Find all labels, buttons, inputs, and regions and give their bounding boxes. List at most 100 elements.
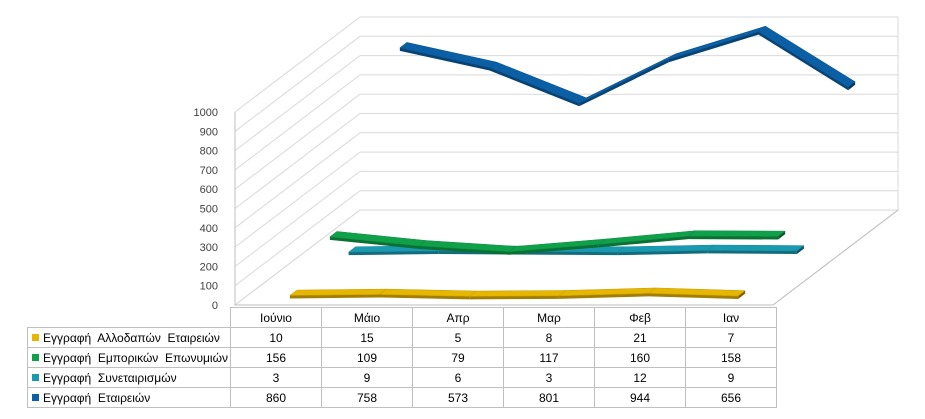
data-value-cell: 10 bbox=[230, 327, 322, 348]
grid-line-side bbox=[234, 132, 361, 229]
data-value-cell: 6 bbox=[412, 367, 504, 388]
ribbon-segment bbox=[488, 61, 587, 104]
ribbon-segment-side bbox=[688, 236, 779, 240]
table-header-row: Ιούνιο Μάιο Απρ Μαρ Φεβ Ιαν bbox=[27, 307, 777, 328]
legend-entry: Εγγραφή Αλλοδαπών Εταιρειών bbox=[27, 327, 231, 348]
ribbon-segment-side bbox=[598, 236, 689, 248]
ribbon-segment-side bbox=[419, 245, 510, 255]
series-ribbon bbox=[399, 25, 856, 107]
data-value-cell: 156 bbox=[230, 347, 322, 368]
y-tick-label: 0 bbox=[212, 300, 218, 312]
ribbon-segment-side bbox=[469, 295, 559, 300]
grid-line-side bbox=[234, 93, 361, 190]
data-value-cell: 860 bbox=[230, 387, 322, 408]
data-value-cell: 801 bbox=[503, 387, 595, 408]
y-tick-label: 900 bbox=[200, 126, 218, 138]
data-value-cell: 3 bbox=[503, 367, 595, 388]
data-value-cell: 12 bbox=[594, 367, 686, 388]
data-value-cell: 160 bbox=[594, 347, 686, 368]
ribbon-segment-side bbox=[489, 67, 580, 107]
grid-line-side bbox=[234, 190, 361, 287]
legend-swatch bbox=[32, 393, 39, 401]
grid-line-side bbox=[234, 55, 361, 151]
data-value-cell: 656 bbox=[685, 387, 777, 408]
data-value-cell: 117 bbox=[503, 347, 595, 368]
table-row: Εγγραφή Εταιρειών 860 758 573 801 944 656 bbox=[27, 387, 777, 408]
y-tick-label: 100 bbox=[200, 281, 218, 293]
legend-entry: Εγγραφή Εταιρειών bbox=[27, 387, 231, 408]
y-tick-label: 700 bbox=[200, 165, 218, 177]
ribbon-segment bbox=[579, 53, 676, 104]
ribbon-segment bbox=[706, 244, 805, 252]
x-category-label: Απρ bbox=[412, 307, 504, 328]
x-category-label: Ιαν bbox=[685, 307, 777, 328]
ribbon-segment-side bbox=[329, 236, 420, 249]
table-row: Εγγραφή Συνεταιρισμών 3 9 6 3 12 9 bbox=[27, 367, 777, 388]
data-value-cell: 15 bbox=[321, 327, 413, 348]
ribbon-segment-side bbox=[668, 31, 759, 63]
data-value-cell: 158 bbox=[685, 347, 777, 368]
ribbon-segment bbox=[668, 25, 766, 60]
legend-swatch bbox=[32, 353, 39, 361]
x-category-label: Μαρ bbox=[503, 307, 595, 328]
series-ribbon bbox=[289, 287, 746, 300]
data-value-cell: 7 bbox=[685, 327, 777, 348]
ribbon-end-cap bbox=[778, 231, 786, 240]
data-value-cell: 21 bbox=[594, 327, 686, 348]
y-tick-label: 600 bbox=[200, 184, 218, 196]
legend-swatch bbox=[32, 373, 39, 381]
grid-line-side bbox=[234, 35, 361, 132]
legend-swatch bbox=[32, 333, 39, 341]
table-row: Εγγραφή Εμπορικών Επωνυμιών 156 109 79 117 16… bbox=[27, 347, 777, 368]
ribbon-segment-side bbox=[648, 293, 739, 300]
data-value-cell: 758 bbox=[321, 387, 413, 408]
legend-entry: Εγγραφή Συνεταιρισμών bbox=[27, 367, 231, 388]
ribbon-segment-side bbox=[707, 250, 797, 255]
ribbon-end-cap bbox=[796, 245, 804, 255]
y-tick-label: 1000 bbox=[194, 107, 218, 119]
series-name: Εγγραφή Αλλοδαπών Εταιρειών bbox=[43, 330, 220, 345]
ribbon-segment-side bbox=[289, 294, 380, 299]
data-value-cell: 3 bbox=[230, 367, 322, 388]
data-value-cell: 944 bbox=[594, 387, 686, 408]
ribbon-segment-side bbox=[579, 59, 669, 107]
ribbon-segment-side bbox=[399, 47, 490, 71]
ribbon-end-cap bbox=[738, 290, 746, 300]
y-tick-label: 400 bbox=[200, 223, 218, 235]
data-value-cell: 573 bbox=[412, 387, 504, 408]
ribbon-segment bbox=[468, 290, 567, 297]
y-tick-label: 300 bbox=[200, 242, 218, 254]
data-value-cell: 9 bbox=[321, 367, 413, 388]
data-table: Ιούνιο Μάιο Απρ Μαρ Φεβ Ιαν Εγγραφή Αλλοδαπών … bbox=[27, 307, 777, 408]
data-value-cell: 9 bbox=[685, 367, 777, 388]
ribbon-segment bbox=[399, 42, 498, 68]
ribbon-segment-side bbox=[617, 250, 708, 256]
x-category-label: Μάιο bbox=[321, 307, 413, 328]
data-value-cell: 79 bbox=[412, 347, 504, 368]
ribbon-segment-side bbox=[379, 294, 470, 300]
series-ribbons bbox=[289, 25, 856, 300]
table-row: Εγγραφή Αλλοδαπών Εταιρειών 10 15 5 8 21 7 bbox=[27, 327, 777, 348]
ribbon-segment bbox=[289, 288, 388, 296]
grid-line-side bbox=[234, 171, 361, 267]
data-value-cell: 8 bbox=[503, 327, 595, 348]
ribbon-segment-side bbox=[509, 244, 599, 255]
grid-line-side bbox=[234, 113, 361, 209]
x-category-label: Φεβ bbox=[594, 307, 686, 328]
grid-line-side bbox=[234, 151, 361, 248]
ribbon-segment-side bbox=[758, 31, 849, 91]
ribbon-segment bbox=[758, 25, 856, 88]
ribbon-end-cap bbox=[848, 81, 856, 91]
ribbon-segment-side bbox=[558, 293, 649, 299]
series-name: Εγγραφή Συνεταιρισμών bbox=[43, 370, 177, 385]
series-name: Εγγραφή Εταιρειών bbox=[43, 390, 151, 405]
y-axis-ticks: 0 100 200 300 400 500 600 700 800 900 1000 bbox=[194, 107, 218, 312]
series-name: Εγγραφή Εμπορικών Επωνυμιών bbox=[43, 350, 228, 365]
table-corner bbox=[27, 307, 231, 328]
grid-line-side bbox=[234, 16, 361, 113]
data-value-cell: 109 bbox=[321, 347, 413, 368]
chart-walls bbox=[233, 16, 900, 306]
ribbon-segment-side bbox=[527, 251, 618, 256]
